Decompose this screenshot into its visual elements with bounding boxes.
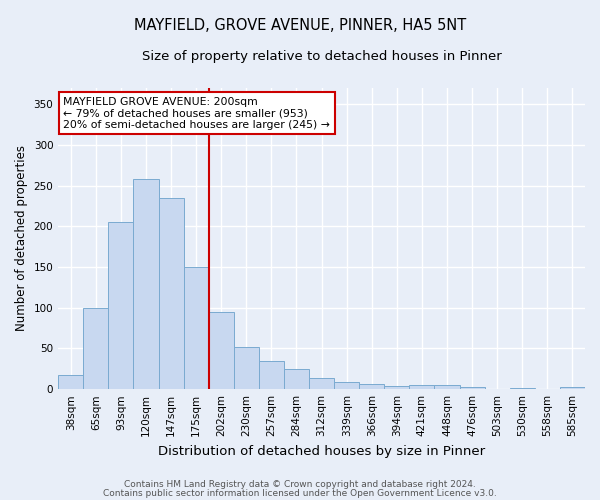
Bar: [259, 362, 284, 389]
Bar: [385, 386, 409, 389]
Bar: [58, 374, 83, 389]
Bar: [209, 312, 234, 389]
Text: Contains HM Land Registry data © Crown copyright and database right 2024.: Contains HM Land Registry data © Crown c…: [124, 480, 476, 489]
Bar: [434, 385, 460, 389]
Text: MAYFIELD GROVE AVENUE: 200sqm
← 79% of detached houses are smaller (953)
20% of : MAYFIELD GROVE AVENUE: 200sqm ← 79% of d…: [64, 97, 331, 130]
Bar: [234, 347, 259, 389]
Text: MAYFIELD, GROVE AVENUE, PINNER, HA5 5NT: MAYFIELD, GROVE AVENUE, PINNER, HA5 5NT: [134, 18, 466, 32]
Bar: [460, 386, 485, 389]
Bar: [83, 308, 109, 389]
Bar: [359, 384, 385, 389]
Y-axis label: Number of detached properties: Number of detached properties: [15, 146, 28, 332]
Bar: [334, 382, 359, 389]
Bar: [184, 267, 209, 389]
Bar: [409, 385, 434, 389]
Bar: [133, 179, 158, 389]
Bar: [309, 378, 334, 389]
Title: Size of property relative to detached houses in Pinner: Size of property relative to detached ho…: [142, 50, 502, 63]
Text: Contains public sector information licensed under the Open Government Licence v3: Contains public sector information licen…: [103, 488, 497, 498]
Bar: [560, 386, 585, 389]
Bar: [284, 369, 309, 389]
Bar: [510, 388, 535, 389]
Bar: [158, 198, 184, 389]
Bar: [109, 222, 133, 389]
X-axis label: Distribution of detached houses by size in Pinner: Distribution of detached houses by size …: [158, 444, 485, 458]
